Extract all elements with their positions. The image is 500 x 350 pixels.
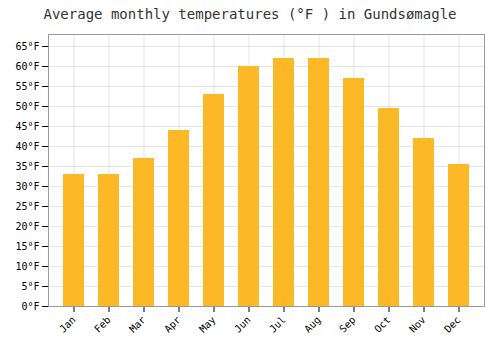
svg-text:Mar: Mar: [127, 314, 148, 335]
svg-text:20°F: 20°F: [15, 221, 39, 232]
svg-text:Feb: Feb: [92, 314, 113, 335]
svg-text:45°F: 45°F: [15, 121, 39, 132]
svg-text:65°F: 65°F: [15, 41, 39, 52]
svg-text:Jun: Jun: [232, 314, 253, 335]
svg-text:Jul: Jul: [267, 314, 288, 335]
svg-text:10°F: 10°F: [15, 261, 39, 272]
svg-text:35°F: 35°F: [15, 161, 39, 172]
svg-text:Aug: Aug: [302, 314, 323, 335]
html-text:Average monthly temperatures (: Average monthly temperatures (°F ) in Gu…: [43, 6, 457, 22]
svg-text:30°F: 30°F: [15, 181, 39, 192]
svg-text:Oct: Oct: [372, 314, 393, 335]
svg-text:Apr: Apr: [162, 314, 183, 335]
svg-text:5°F: 5°F: [21, 281, 39, 292]
svg-text:Nov: Nov: [407, 314, 428, 335]
svg-text:55°F: 55°F: [15, 81, 39, 92]
svg-text:Dec: Dec: [442, 314, 463, 335]
svg-text:40°F: 40°F: [15, 141, 39, 152]
svg-text:0°F: 0°F: [21, 301, 39, 312]
svg-text:15°F: 15°F: [15, 241, 39, 252]
svg-text:May: May: [197, 314, 218, 335]
svg-text:25°F: 25°F: [15, 201, 39, 212]
svg-text:Sep: Sep: [337, 314, 358, 335]
svg-text:60°F: 60°F: [15, 61, 39, 72]
svg-text:Jan: Jan: [57, 314, 78, 335]
svg-text:50°F: 50°F: [15, 101, 39, 112]
